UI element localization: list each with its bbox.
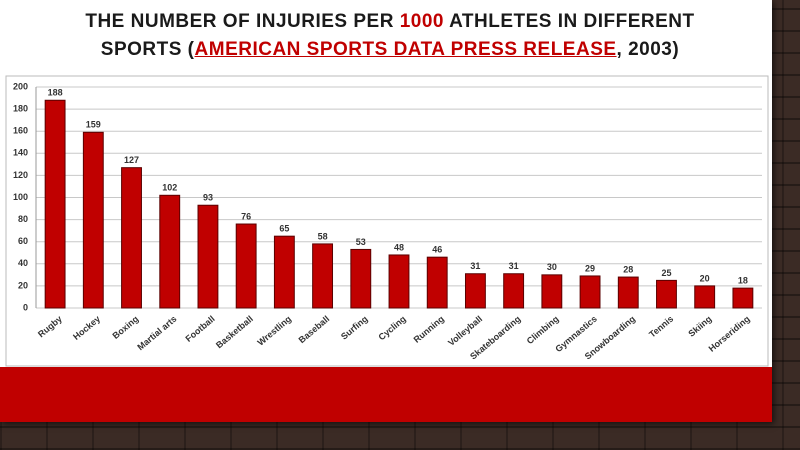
data-label: 159 xyxy=(86,120,101,130)
data-label: 65 xyxy=(279,224,289,234)
data-label: 18 xyxy=(738,275,748,285)
x-tick-label: Football xyxy=(184,314,217,344)
bar xyxy=(350,248,372,309)
x-tick-label: Running xyxy=(412,314,446,345)
y-tick-label: 100 xyxy=(13,192,28,202)
data-label: 188 xyxy=(48,88,63,98)
bar xyxy=(617,276,639,309)
bar xyxy=(159,194,181,309)
y-tick-label: 0 xyxy=(23,302,28,312)
bar xyxy=(426,256,448,309)
bar xyxy=(388,254,410,309)
bar xyxy=(656,279,677,309)
chart-title: THE NUMBER OF INJURIES PER 1000 ATHLETES… xyxy=(60,8,720,64)
x-tick-label: Martial arts xyxy=(135,314,178,353)
data-label: 30 xyxy=(547,262,557,272)
y-tick-label: 180 xyxy=(13,103,28,113)
data-label: 31 xyxy=(509,261,519,271)
data-label: 102 xyxy=(162,183,177,193)
x-tick-label: Climbing xyxy=(525,314,561,346)
data-label: 53 xyxy=(356,237,366,247)
x-tick-label: Hockey xyxy=(71,314,102,342)
bar xyxy=(732,287,754,309)
footer-band xyxy=(0,367,772,422)
y-tick-label: 80 xyxy=(18,214,28,224)
x-tick-label: Wrestling xyxy=(255,314,293,348)
x-tick-label: Basketball xyxy=(214,314,255,351)
x-tick-label: Baseball xyxy=(297,314,332,345)
y-tick-label: 60 xyxy=(18,236,28,246)
x-tick-label: Cycling xyxy=(376,314,407,343)
title-part: , 2003) xyxy=(616,39,680,60)
bar xyxy=(273,235,295,309)
y-tick-label: 200 xyxy=(13,81,28,91)
bar xyxy=(312,243,334,309)
title-part: THE NUMBER OF INJURIES PER xyxy=(85,11,400,32)
bar xyxy=(503,273,525,309)
data-label: 48 xyxy=(394,242,404,252)
title-part: AMERICAN SPORTS DATA PRESS RELEASE xyxy=(194,39,617,60)
data-label: 76 xyxy=(241,211,251,221)
bar xyxy=(579,275,601,309)
data-label: 127 xyxy=(124,155,139,165)
bar xyxy=(694,285,716,309)
y-tick-label: 140 xyxy=(13,148,28,158)
slide: THE NUMBER OF INJURIES PER 1000 ATHLETES… xyxy=(0,0,772,422)
bar xyxy=(464,273,486,309)
data-label: 31 xyxy=(470,261,480,271)
chart: 0 20 40 60 80 100 120 140 160 180 200 188 Rugby 159 Ho… xyxy=(5,75,769,367)
x-tick-label: Volleyball xyxy=(446,314,484,348)
data-label: 46 xyxy=(432,245,442,255)
x-tick-label: Rugby xyxy=(36,314,64,340)
y-tick-label: 40 xyxy=(18,258,28,268)
data-label: 28 xyxy=(623,264,633,274)
title-part: ATHLETES IN DIFFERENT SPORTS ( xyxy=(100,11,695,60)
x-tick-label: Horseriding xyxy=(707,314,752,354)
bar xyxy=(121,167,142,309)
bar xyxy=(235,223,257,309)
data-label: 93 xyxy=(203,193,213,203)
x-tick-label: Boxing xyxy=(111,314,141,341)
bar xyxy=(44,99,66,309)
x-tick-label: Skiing xyxy=(686,314,713,339)
y-tick-label: 120 xyxy=(13,170,28,180)
data-label: 29 xyxy=(585,263,595,273)
chart-frame xyxy=(5,75,769,367)
y-tick-label: 160 xyxy=(13,126,28,136)
x-tick-label: Tennis xyxy=(647,314,675,340)
bar xyxy=(82,131,104,309)
title-part: 1000 xyxy=(399,11,445,32)
data-label: 20 xyxy=(700,273,710,283)
bar xyxy=(541,274,563,309)
bar xyxy=(197,204,219,309)
data-label: 25 xyxy=(661,268,671,278)
data-label: 58 xyxy=(318,231,328,241)
y-tick-label: 20 xyxy=(18,280,28,290)
x-tick-label: Surfing xyxy=(339,314,370,342)
